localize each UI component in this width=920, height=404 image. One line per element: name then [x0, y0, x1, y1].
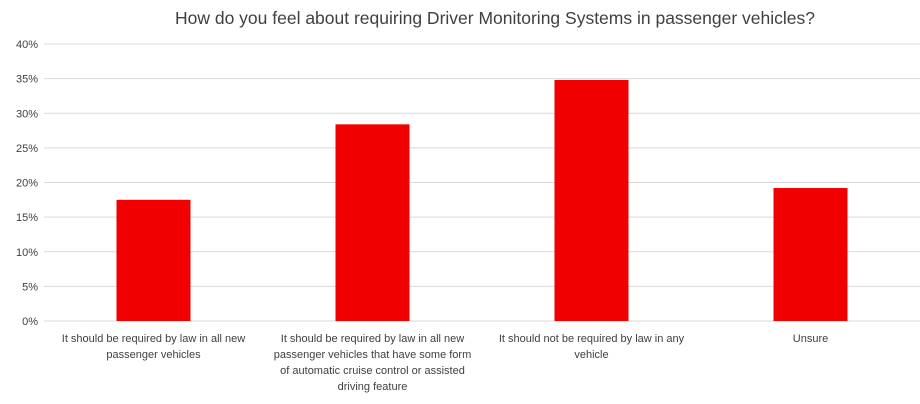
y-tick-label: 20% [16, 178, 38, 190]
x-category-label-line: driving feature [338, 381, 408, 393]
y-tick-label: 40% [16, 39, 38, 51]
x-category-label-line: passenger vehicles [106, 349, 201, 361]
x-category-label-line: passenger vehicles that have some form [274, 349, 472, 361]
x-category-label: Unsure [793, 333, 828, 345]
x-category-label: It should not be required by law in any v… [499, 333, 685, 361]
bar [116, 199, 191, 321]
x-category-label-line: It should not be required by law in any [499, 333, 685, 345]
y-tick-label: 35% [16, 74, 38, 86]
y-tick-label: 15% [16, 212, 38, 224]
x-category-label-line: vehicle [574, 349, 608, 361]
y-tick-label: 5% [22, 281, 38, 293]
y-tick-label: 25% [16, 143, 38, 155]
chart-title: How do you feel about requiring Driver M… [175, 8, 815, 28]
y-tick-label: 30% [16, 108, 38, 120]
x-category-label-line: Unsure [793, 333, 828, 345]
x-category-label-line: It should be required by law in all new [281, 333, 464, 345]
bar [335, 124, 410, 321]
bars [116, 80, 848, 321]
y-tick-label: 10% [16, 247, 38, 259]
x-category-label: It should be required by law in all new p… [274, 333, 472, 393]
y-axis: 0% 5% 10% 15% 20% 25% 30% 35% 40% [16, 39, 38, 328]
x-category-label: It should be required by law in all new p… [62, 333, 245, 361]
y-tick-label: 0% [22, 316, 38, 328]
x-category-label-line: of automatic cruise control or assisted [280, 365, 465, 377]
x-axis: It should be required by law in all new p… [62, 333, 828, 393]
bar [773, 188, 848, 321]
x-category-label-line: It should be required by law in all new [62, 333, 245, 345]
bar [554, 80, 629, 321]
